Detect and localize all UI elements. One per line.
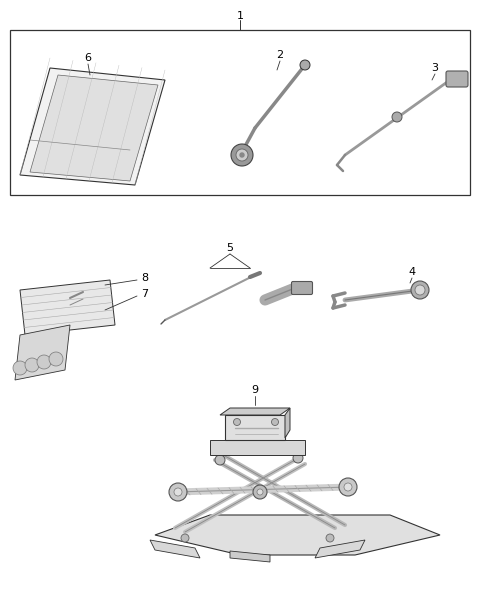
Text: 9: 9 [252, 385, 259, 395]
Circle shape [49, 352, 63, 366]
Circle shape [339, 478, 357, 496]
Circle shape [231, 144, 253, 166]
Text: 4: 4 [408, 267, 416, 277]
Circle shape [240, 153, 244, 157]
Circle shape [415, 285, 425, 295]
Polygon shape [150, 540, 200, 558]
Circle shape [253, 485, 267, 499]
Text: 6: 6 [84, 53, 92, 63]
Polygon shape [30, 75, 158, 181]
Circle shape [411, 281, 429, 299]
Text: 1: 1 [237, 11, 243, 21]
Text: 3: 3 [432, 63, 439, 73]
FancyBboxPatch shape [291, 282, 312, 294]
Circle shape [326, 534, 334, 542]
Polygon shape [15, 325, 70, 380]
Polygon shape [220, 408, 290, 415]
Polygon shape [20, 68, 165, 185]
FancyBboxPatch shape [446, 71, 468, 87]
Circle shape [344, 483, 352, 491]
Circle shape [236, 149, 248, 161]
Circle shape [392, 112, 402, 122]
Polygon shape [285, 408, 290, 438]
Circle shape [293, 453, 303, 463]
Polygon shape [20, 280, 115, 335]
Circle shape [272, 419, 278, 425]
Circle shape [233, 419, 240, 425]
Circle shape [13, 361, 27, 375]
Circle shape [215, 455, 225, 465]
Polygon shape [155, 515, 440, 555]
Text: 5: 5 [227, 243, 233, 253]
Circle shape [25, 358, 39, 372]
Circle shape [169, 483, 187, 501]
Text: 2: 2 [276, 50, 284, 60]
Polygon shape [210, 440, 305, 455]
Text: 7: 7 [142, 289, 149, 299]
Circle shape [37, 355, 51, 369]
Text: 8: 8 [142, 273, 149, 283]
Polygon shape [225, 415, 285, 440]
Bar [10, 30, 470, 195]
Polygon shape [230, 551, 270, 562]
Circle shape [174, 488, 182, 496]
Circle shape [257, 489, 263, 495]
Circle shape [300, 60, 310, 70]
Circle shape [181, 534, 189, 542]
Polygon shape [315, 540, 365, 558]
